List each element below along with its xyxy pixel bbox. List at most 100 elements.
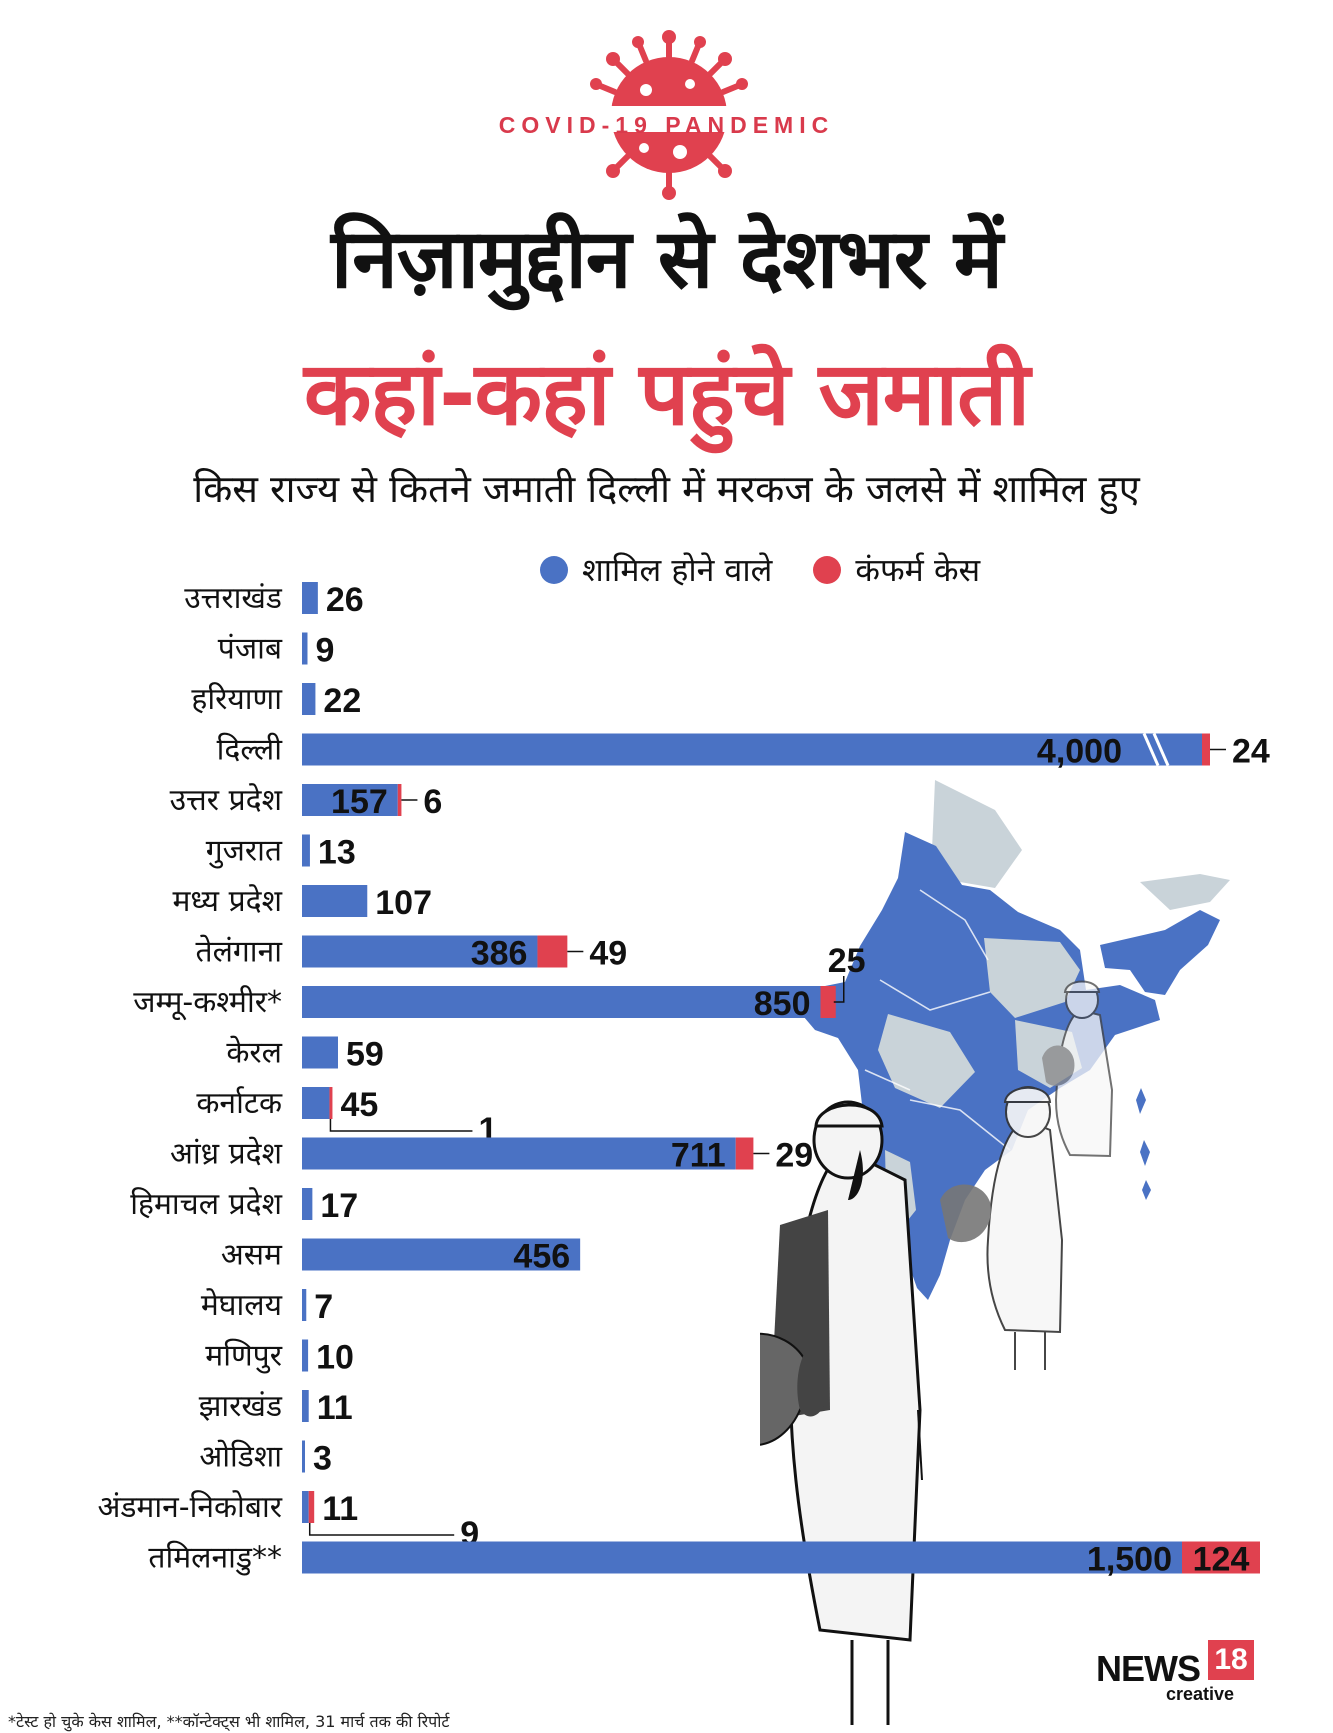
subtitle: किस राज्य से कितने जमाती दिल्ली में मरकज… [193, 467, 1140, 511]
value-label-attended: 11 [317, 1389, 353, 1427]
value-label-attended: 711 [671, 1137, 726, 1175]
title-line-2: कहां-कहां पहुंचे जमाती [303, 342, 1030, 445]
value-label-attended: 59 [346, 1036, 384, 1074]
bar-confirmed [397, 784, 402, 816]
value-label-attended: 10 [316, 1339, 354, 1377]
category-label: आंध्र प्रदेश [170, 1137, 283, 1172]
bar-confirmed [735, 1137, 754, 1170]
value-label-attended: 456 [513, 1238, 570, 1276]
category-label: ओडिशा [199, 1440, 283, 1475]
value-label-confirmed: 6 [423, 783, 442, 821]
bar-confirmed [329, 1087, 333, 1119]
bar-attended [302, 1390, 309, 1422]
category-label: कर्नाटक [196, 1086, 283, 1121]
bar-attended [302, 935, 538, 968]
value-label-attended: 11 [322, 1490, 358, 1528]
bar-attended [302, 582, 318, 614]
bar-attended [302, 683, 316, 715]
title-line-1: निज़ामुद्दीन से देशभर में [331, 212, 1003, 307]
category-label: अंडमान-निकोबार [97, 1490, 282, 1525]
value-label-attended: 45 [340, 1086, 378, 1124]
bar-attended [302, 1188, 313, 1220]
legend-dot-attended [540, 555, 568, 584]
value-label-attended: 22 [323, 682, 361, 720]
bar-attended [302, 885, 368, 917]
bar-attended [302, 1238, 581, 1271]
pilgrim-figure-medium-icon [940, 1086, 1064, 1370]
value-label-attended: 107 [375, 884, 432, 922]
india-map-and-pilgrims-illustration [760, 780, 1230, 1725]
bar-confirmed [1182, 1541, 1260, 1574]
value-label-attended: 386 [471, 935, 528, 973]
bar-attended [302, 632, 308, 665]
bar-confirmed [308, 1491, 315, 1523]
legend-item-attended: शामिल होने वाले [540, 548, 772, 591]
bar-attended [302, 1036, 338, 1069]
brand-sub: creative [1166, 1684, 1235, 1704]
category-label: तेलंगाना [195, 935, 283, 970]
brand-name: NEWS [1096, 1648, 1201, 1689]
bar-attended [302, 784, 398, 816]
bar-attended [302, 1087, 330, 1119]
bar-attended [302, 1440, 305, 1473]
bar-attended [302, 1491, 309, 1523]
axis-break-mark [1152, 732, 1170, 767]
bar-attended [302, 1289, 307, 1321]
category-label: पंजाब [218, 632, 283, 667]
bar-attended [302, 1339, 309, 1372]
category-label: जम्मू-कश्मीर* [133, 985, 282, 1021]
leader-line [329, 1119, 473, 1132]
legend-item-confirmed: कंफर्म केस [813, 548, 980, 591]
value-label-confirmed: 124 [1193, 1541, 1250, 1579]
pilgrim-figure-small-icon [1042, 980, 1114, 1158]
value-label-attended: 9 [315, 632, 334, 670]
header: COVID-19 PANDEMIC निज़ामुद्दीन से देशभर … [0, 0, 1333, 520]
category-label: उत्तर प्रदेश [170, 783, 283, 818]
bar-attended [302, 1541, 1182, 1574]
category-label: मेघालय [201, 1288, 283, 1323]
value-label-attended: 4,000 [1037, 733, 1122, 771]
legend-label-attended: शामिल होने वाले [582, 551, 773, 589]
value-label-attended: 13 [318, 834, 356, 872]
legend-label-confirmed: कंफर्म केस [855, 551, 981, 589]
value-label-attended: 3 [313, 1440, 332, 1478]
category-label: दिल्ली [217, 733, 284, 768]
category-label: मणिपुर [205, 1339, 282, 1375]
category-label: झारखंड [199, 1389, 283, 1424]
bar-attended [302, 1137, 736, 1170]
coronavirus-icon [584, 30, 754, 200]
category-label: असम [221, 1238, 283, 1273]
category-label: केरल [226, 1036, 282, 1071]
category-label: हरियाणा [191, 682, 283, 717]
category-label: गुजरात [206, 834, 283, 870]
value-label-attended: 157 [331, 783, 388, 821]
badge-text: COVID-19 PANDEMIC [498, 112, 835, 138]
legend: शामिल होने वाले कंफर्म केस [540, 548, 1016, 591]
value-label-attended: 850 [754, 985, 811, 1023]
value-label-confirmed: 49 [589, 935, 627, 973]
legend-dot-confirmed [813, 555, 842, 584]
category-label: उत्तराखंड [184, 581, 283, 616]
bar-confirmed [537, 935, 568, 968]
axis-break-mark [1142, 732, 1160, 767]
bar-confirmed [820, 986, 836, 1018]
value-label-attended: 7 [314, 1288, 333, 1326]
pilgrim-figure-large-icon [760, 1100, 923, 1725]
news18-logo: NEWS 18 creative [1096, 1640, 1256, 1704]
value-label-attended: 17 [320, 1187, 358, 1225]
bar-attended [302, 986, 821, 1018]
value-label-confirmed: 29 [775, 1137, 813, 1175]
value-label-confirmed: 25 [828, 942, 866, 980]
category-label: हिमाचल प्रदेश [130, 1187, 282, 1222]
bar-attended [302, 733, 1202, 766]
value-label-confirmed: 24 [1232, 733, 1270, 771]
leader-line [833, 976, 845, 1003]
value-label-attended: 26 [326, 581, 364, 619]
brand-number: 18 [1208, 1640, 1254, 1680]
bar-confirmed [1202, 733, 1210, 766]
value-label-attended: 1,500 [1087, 1541, 1172, 1579]
category-label: मध्य प्रदेश [172, 884, 282, 919]
category-label: तमिलनाडु** [148, 1541, 282, 1577]
footnote: *टेस्ट हो चुके केस शामिल, **कॉन्टेक्ट्स … [8, 1712, 450, 1731]
